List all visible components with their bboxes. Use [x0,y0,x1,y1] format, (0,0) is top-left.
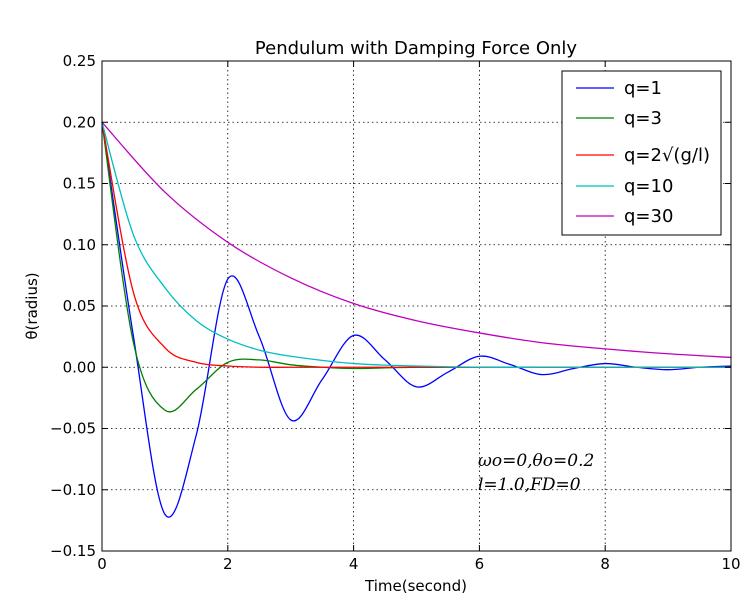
chart-title: Pendulum with Damping Force Only [255,38,578,59]
x-tick-label: 2 [223,555,233,573]
series-layer [101,121,732,518]
legend-label: q=2√(g/l) [624,145,710,166]
annotation-line-1: ωo=0,θo=0.2 [478,451,594,471]
y-tick-label: 0.20 [63,113,96,131]
y-tick-label: −0.10 [50,481,96,499]
legend-label: q=3 [624,108,662,129]
legend-box [561,70,722,236]
series-line-5 [101,121,732,359]
y-tick-label: 0.10 [63,236,96,254]
x-tick-label: 6 [475,555,485,573]
y-axis-label: θ(radius) [23,272,41,339]
y-tick-label: 0.15 [63,175,96,193]
legend: q=1 q=3 q=2√(g/l) q=10 q=30 [561,70,722,236]
y-tick-label: 0.25 [63,52,96,70]
x-tick-label: 10 [721,555,740,573]
y-tick-label: 0.05 [63,297,96,315]
y-tick-label: 0.00 [63,358,96,376]
series-line-1 [101,122,732,518]
series-line-4 [101,122,731,368]
legend-label: q=1 [624,78,662,99]
x-tick-label: 0 [97,555,107,573]
x-tick-label: 4 [349,555,359,573]
x-tick-label: 8 [600,555,610,573]
legend-label: q=10 [624,176,673,197]
annotation-line-2: l=1.0,FD=0 [478,475,581,495]
x-axis-label: Time(second) [364,577,467,595]
ticks: 0 2 4 6 8 10 −0.15 −0.10 −0.05 0.00 0.05 0.10 0.15 0.… [50,52,741,573]
y-tick-label: −0.05 [50,420,96,438]
legend-label: q=30 [624,206,673,227]
y-tick-label: −0.15 [50,542,96,560]
